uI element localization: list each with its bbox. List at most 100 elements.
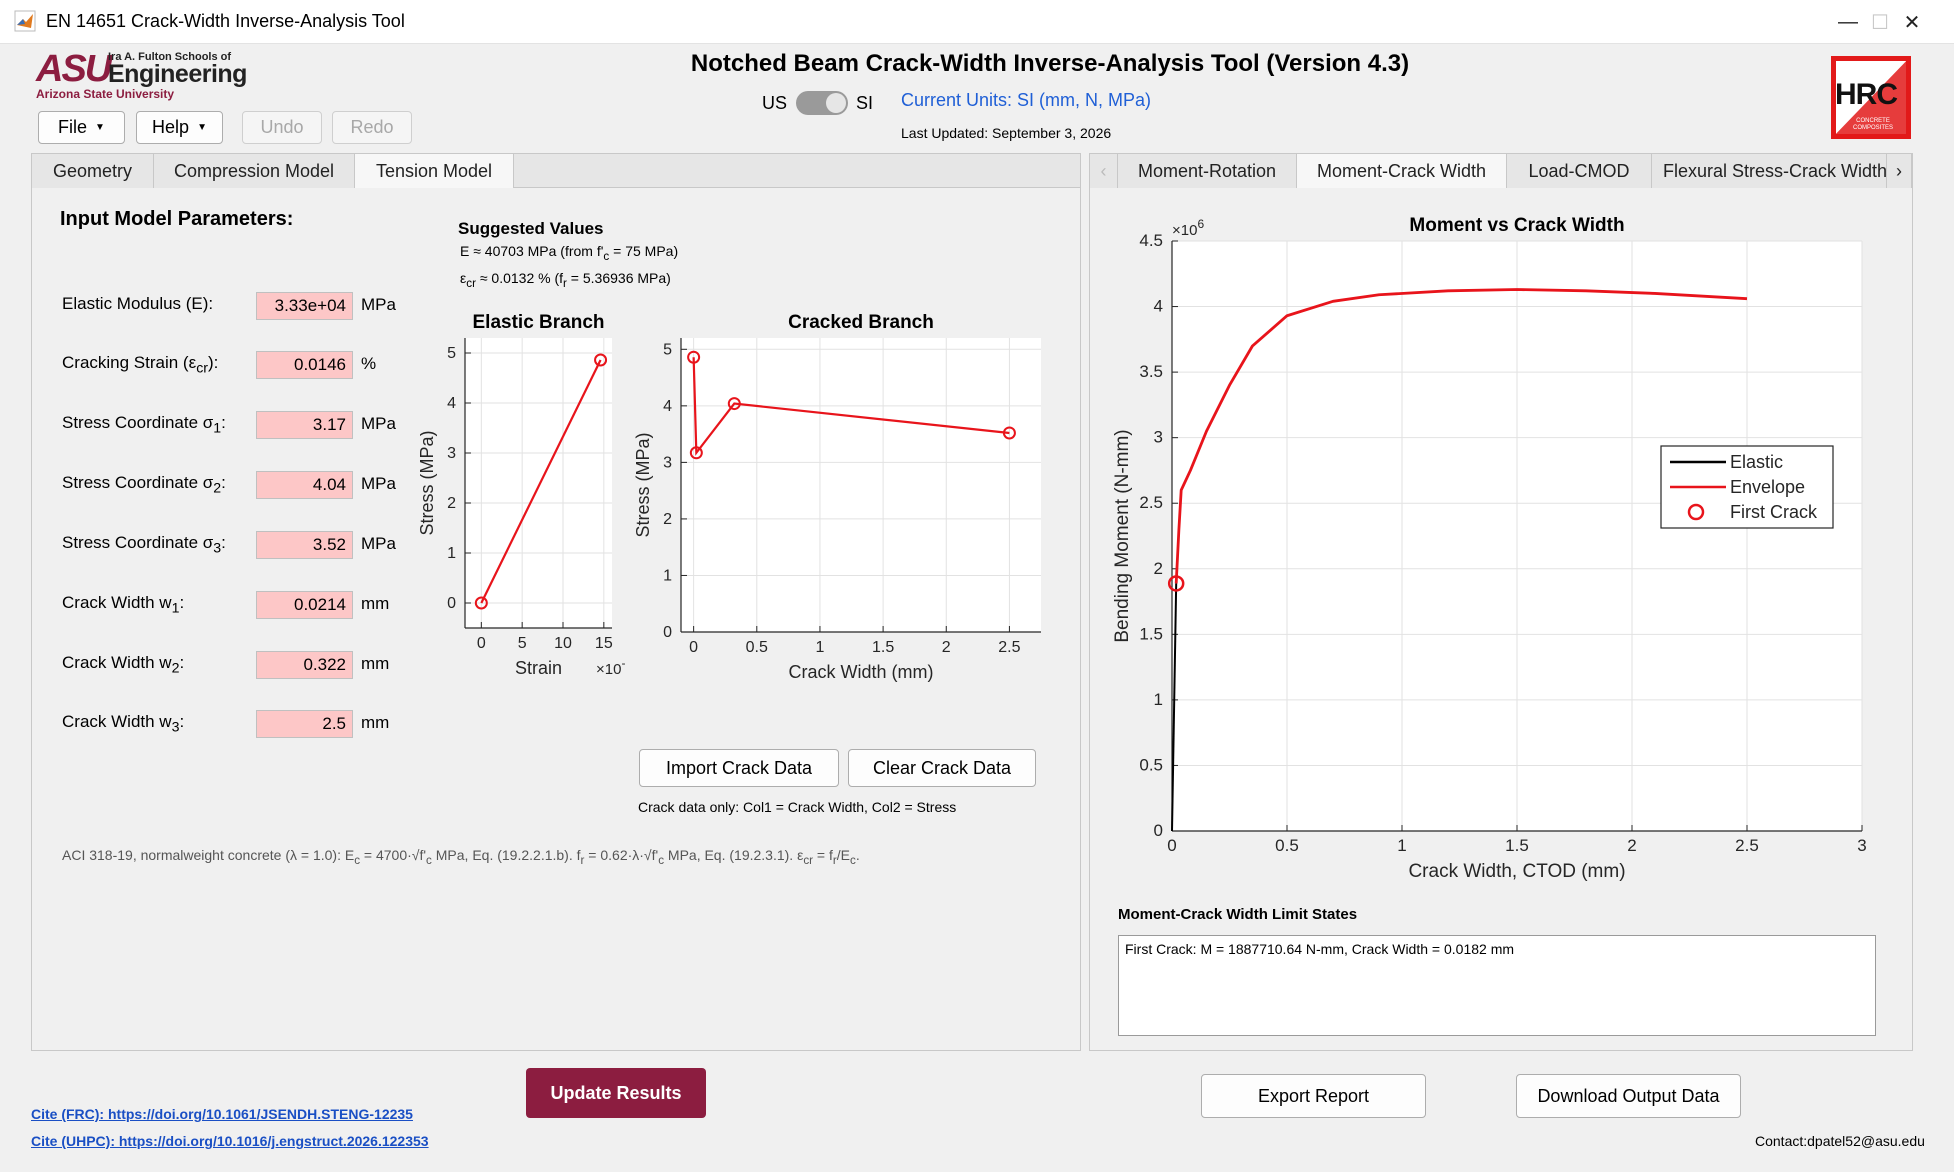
close-button[interactable]: ✕ (1903, 11, 1921, 34)
tab-scroll-left-icon[interactable]: ‹ (1090, 154, 1118, 188)
data-point (594, 353, 608, 367)
x-tick-label: 0 (477, 635, 486, 652)
undo-button[interactable]: Undo (242, 111, 322, 144)
data-point (474, 596, 488, 610)
limit-states-heading: Moment-Crack Width Limit States (1118, 906, 1358, 923)
limit-states-textarea[interactable]: First Crack: M = 1887710.64 N-mm, Crack … (1118, 935, 1876, 1036)
input-label-0: Elastic Modulus (E): (62, 294, 214, 313)
series-line (480, 359, 602, 604)
x-tick-label: 15 (595, 635, 613, 652)
y-tick-label: 2 (447, 495, 456, 512)
y-tick-label: 0 (663, 624, 672, 641)
unit-us-label: US (762, 93, 788, 113)
x-tick-label: 3 (1857, 836, 1866, 855)
input-label-2: Stress Coordinate σ1: (62, 413, 226, 437)
legend-entry: Elastic (1730, 452, 1783, 472)
export-report-button[interactable]: Export Report (1201, 1074, 1426, 1118)
chart-legend: Elastic Envelope First Crack (1660, 445, 1834, 529)
y-tick-label: 1 (447, 545, 456, 562)
legend-entry: Envelope (1730, 477, 1805, 497)
x-axis-label: Crack Width (mm) (789, 662, 934, 682)
last-updated-text: Last Updated: September 3, 2026 (901, 125, 1112, 141)
input-params-heading: Input Model Parameters: (60, 208, 294, 230)
tab-geometry[interactable]: Geometry (32, 154, 154, 188)
file-menu-button[interactable]: File ▼ (38, 111, 125, 144)
asu-university-text: Arizona State University (36, 87, 175, 101)
tab-load-cmod[interactable]: Load-CMOD (1507, 154, 1652, 188)
y-tick-label: 1 (1154, 690, 1163, 709)
tab-moment-rotation[interactable]: Moment-Rotation (1118, 154, 1297, 188)
input-field-5[interactable]: 0.0214 (256, 591, 353, 619)
data-point (1002, 426, 1016, 440)
y-tick-label: 2.5 (1139, 493, 1163, 512)
input-field-1[interactable]: 0.0146 (256, 351, 353, 379)
suggested-e-text: E ≈ 40703 MPa (from f'c = 75 MPa) (460, 243, 679, 263)
moment-vs-crack-width-chart: 0 0.5 1 1.5 2 2.5 3 0 0.5 1 1.5 2 2.5 3 3.5 4 4.5 Moment … (1112, 215, 1867, 882)
suggested-values-heading: Suggested Values (458, 219, 604, 238)
import-crack-data-button[interactable]: Import Crack Data (639, 749, 839, 787)
input-field-3[interactable]: 4.04 (256, 471, 353, 499)
asu-engineering-text: Engineering (108, 60, 247, 88)
input-unit-7: mm (361, 713, 390, 732)
input-field-6[interactable]: 0.322 (256, 651, 353, 679)
redo-button[interactable]: Redo (332, 111, 412, 144)
tab-moment-crack-width[interactable]: Moment-Crack Width (1297, 154, 1507, 189)
input-label-1: Cracking Strain (εcr): (62, 353, 219, 377)
clear-crack-data-button[interactable]: Clear Crack Data (848, 749, 1036, 787)
y-tick-label: 5 (447, 345, 456, 362)
download-output-data-button[interactable]: Download Output Data (1516, 1074, 1741, 1118)
y-tick-label: 3 (447, 445, 456, 462)
chart-title: Elastic Branch (473, 312, 605, 333)
x-axis-label: Crack Width, CTOD (mm) (1408, 861, 1625, 882)
x-tick-label: 0.5 (1275, 836, 1299, 855)
input-field-7[interactable]: 2.5 (256, 710, 353, 738)
x-tick-label: 1 (1397, 836, 1406, 855)
suggested-ecr-text: εcr ≈ 0.0132 % (fr = 5.36936 MPa) (460, 270, 671, 290)
page-title: Notched Beam Crack-Width Inverse-Analysi… (690, 50, 1410, 77)
x-tick-label: 1.5 (1505, 836, 1529, 855)
unit-toggle-knob[interactable] (826, 93, 846, 113)
x-tick-label: 10 (554, 635, 572, 652)
maximize-icon[interactable]: ☐ (1871, 11, 1889, 34)
input-label-3: Stress Coordinate σ2: (62, 473, 226, 497)
aci-note: ACI 318-19, normalweight concrete (λ = 1… (62, 847, 860, 867)
cracked-branch-chart: 0 0.5 1 1.5 2 2.5 0 1 2 3 4 5 Cracked Branch Crack Wi… (633, 312, 1041, 682)
current-units-text: Current Units: SI (mm, N, MPa) (901, 90, 1152, 110)
hrc-logo: HRC CONCRETE COMPOSITES (1831, 56, 1911, 139)
unit-si-label: SI (856, 93, 874, 113)
x-tick-label: 2.5 (998, 639, 1020, 656)
cite-frc-link[interactable]: Cite (FRC): https://doi.org/10.1061/JSEN… (31, 1106, 413, 1122)
window-title: EN 14651 Crack-Width Inverse-Analysis To… (46, 11, 405, 31)
x-tick-label: 0 (1167, 836, 1176, 855)
matlab-app-icon (14, 10, 36, 32)
contact-text: Contact:dpatel52@asu.edu (1755, 1133, 1925, 1149)
tab-flexural-stress-crack-width[interactable]: Flexural Stress-Crack Width (1652, 154, 1887, 188)
y-tick-label: 2 (663, 511, 672, 528)
input-unit-5: mm (361, 594, 390, 613)
title-bar (0, 0, 1954, 44)
input-field-4[interactable]: 3.52 (256, 531, 353, 559)
legend-entry: First Crack (1730, 502, 1818, 522)
x-multiplier: ×10-5 (596, 656, 625, 678)
help-menu-button[interactable]: Help ▼ (136, 111, 223, 144)
tab-compression-model[interactable]: Compression Model (154, 154, 355, 188)
input-field-2[interactable]: 3.17 (256, 411, 353, 439)
y-tick-label: 2 (1154, 559, 1163, 578)
x-tick-label: 5 (518, 635, 527, 652)
input-field-0[interactable]: 3.33e+04 (256, 292, 353, 320)
y-multiplier: ×106 (1172, 217, 1204, 239)
minimize-button[interactable]: — (1838, 10, 1858, 33)
input-label-6: Crack Width w2: (62, 653, 185, 677)
tab-tension-model[interactable]: Tension Model (355, 154, 514, 189)
x-tick-label: 1 (815, 639, 824, 656)
chart-title: Moment vs Crack Width (1409, 215, 1624, 236)
y-axis-label: Stress (MPa) (420, 430, 437, 535)
tab-scroll-right-icon[interactable]: › (1887, 154, 1912, 188)
plot-area (681, 338, 1041, 632)
update-results-button[interactable]: Update Results (526, 1068, 706, 1118)
y-tick-label: 3.5 (1139, 362, 1163, 381)
cite-uhpc-link[interactable]: Cite (UHPC): https://doi.org/10.1016/j.e… (31, 1133, 429, 1149)
input-unit-0: MPa (361, 295, 396, 314)
y-tick-label: 3 (663, 454, 672, 471)
x-axis-label: Strain (515, 658, 562, 678)
